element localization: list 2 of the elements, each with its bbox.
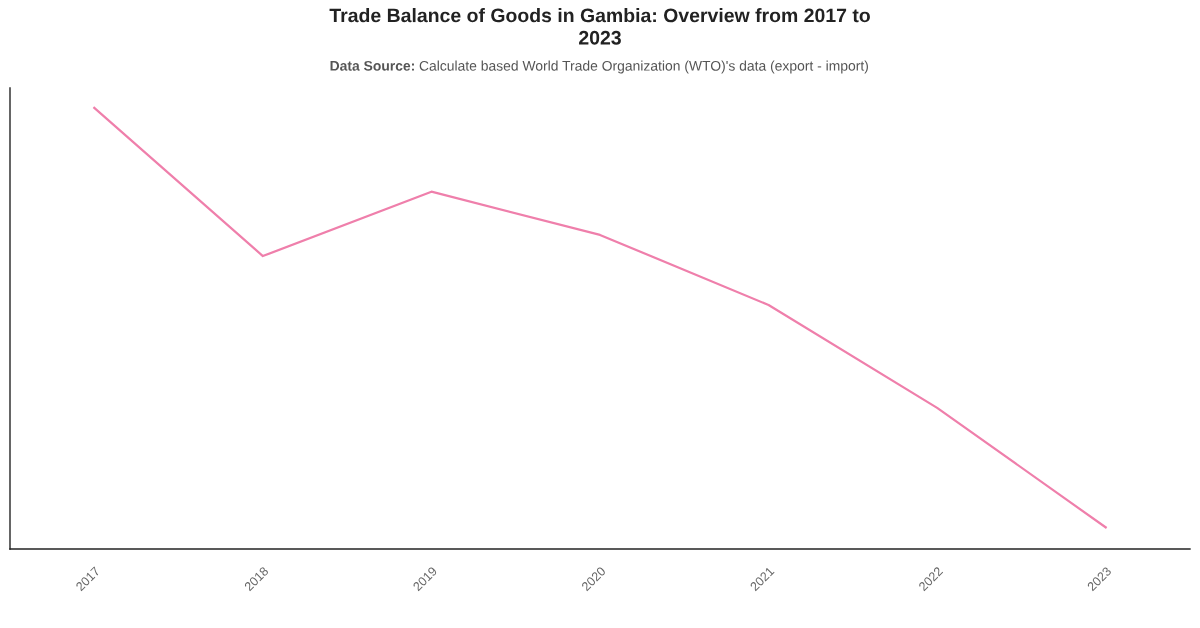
chart-title: Trade Balance of Goods in Gambia: Overview from 2017 to 2023	[329, 8, 870, 45]
chart-subtitle: Data Source: Calculate based World Trade Organization (WTO)'s data (export - import)	[330, 60, 868, 74]
